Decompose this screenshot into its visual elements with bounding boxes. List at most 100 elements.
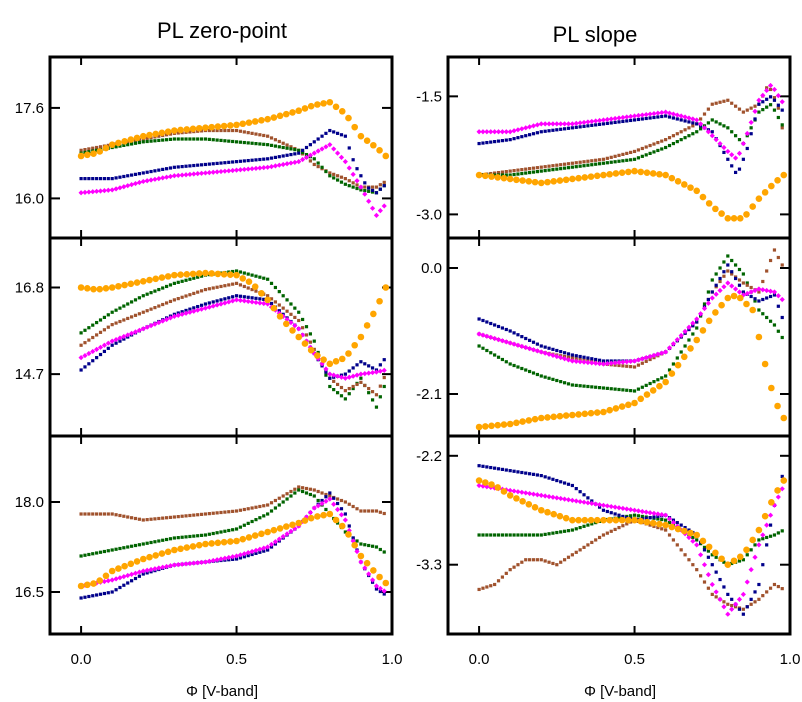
data-point — [632, 513, 637, 517]
data-point — [765, 590, 769, 594]
data-point — [656, 170, 663, 178]
data-point — [772, 323, 777, 327]
data-point — [586, 384, 590, 389]
data-point — [768, 319, 773, 323]
data-point — [161, 286, 165, 290]
data-point — [246, 131, 250, 135]
data-point — [539, 558, 543, 562]
data-point — [637, 395, 645, 403]
data-point — [370, 190, 375, 194]
data-point — [297, 488, 301, 492]
data-point — [544, 178, 551, 186]
data-point — [266, 512, 270, 516]
data-point — [732, 155, 739, 161]
data-point — [320, 100, 327, 107]
data-point — [511, 488, 517, 494]
data-point — [251, 532, 259, 539]
data-point — [285, 143, 289, 147]
data-point — [608, 360, 614, 366]
data-point — [589, 500, 595, 507]
data-point — [722, 600, 726, 604]
data-point — [724, 215, 732, 222]
data-point — [730, 258, 734, 263]
data-point — [741, 157, 745, 161]
data-point — [293, 487, 297, 491]
data-point — [130, 579, 134, 583]
data-point — [724, 561, 732, 568]
data-point — [617, 387, 621, 392]
data-point — [507, 487, 513, 494]
data-point — [203, 533, 208, 537]
x-axis-label-left: Φ [V-band] — [186, 683, 258, 700]
data-point — [307, 152, 313, 158]
data-point — [628, 507, 634, 513]
data-point — [369, 369, 376, 376]
data-point — [593, 118, 599, 124]
data-point — [233, 537, 240, 545]
data-point — [195, 307, 201, 313]
data-point — [250, 158, 254, 162]
data-point — [258, 504, 262, 509]
data-point — [705, 300, 711, 306]
data-point — [355, 363, 359, 367]
data-point — [133, 279, 141, 286]
data-point — [339, 175, 344, 179]
data-point — [601, 122, 606, 126]
data-point — [192, 534, 196, 538]
data-point — [276, 162, 282, 168]
data-point — [609, 529, 613, 533]
data-point — [569, 121, 575, 127]
data-point — [282, 320, 290, 328]
data-point — [525, 417, 533, 424]
data-point — [357, 132, 365, 140]
data-point — [729, 606, 735, 612]
data-point — [582, 524, 586, 528]
data-point — [694, 117, 700, 123]
data-point — [220, 271, 228, 278]
data-point — [208, 123, 215, 131]
data-point — [160, 175, 166, 181]
data-point — [687, 134, 691, 138]
data-point — [556, 412, 564, 420]
data-point — [640, 514, 644, 519]
data-point — [570, 161, 574, 165]
data-point — [513, 419, 520, 427]
data-point — [355, 539, 359, 543]
data-point — [749, 597, 753, 601]
data-point — [338, 512, 345, 518]
data-point — [262, 133, 266, 138]
data-point — [293, 491, 297, 495]
data-point — [581, 174, 589, 181]
series-blue — [477, 464, 784, 616]
data-point — [105, 340, 111, 346]
data-point — [258, 275, 262, 279]
data-point — [656, 115, 660, 119]
data-point — [214, 270, 222, 278]
data-point — [282, 523, 290, 530]
data-point — [363, 181, 367, 185]
data-point — [605, 359, 609, 363]
data-point — [324, 507, 328, 512]
data-point — [512, 169, 516, 173]
data-point — [374, 545, 379, 549]
data-point — [476, 129, 482, 135]
data-point — [530, 491, 537, 497]
data-point — [624, 359, 630, 365]
data-point — [485, 320, 489, 324]
data-point — [656, 378, 660, 382]
data-point — [629, 118, 633, 123]
data-point — [102, 144, 110, 152]
data-point — [504, 138, 508, 142]
data-point — [761, 189, 769, 196]
data-point — [82, 352, 88, 359]
data-point — [295, 333, 303, 341]
data-point — [250, 141, 254, 145]
data-point — [496, 579, 501, 583]
data-point — [544, 414, 551, 421]
data-point — [695, 538, 699, 542]
data-point — [500, 170, 505, 174]
data-point — [161, 516, 165, 520]
data-point — [246, 158, 250, 163]
data-point — [246, 295, 250, 299]
data-point — [724, 294, 732, 302]
